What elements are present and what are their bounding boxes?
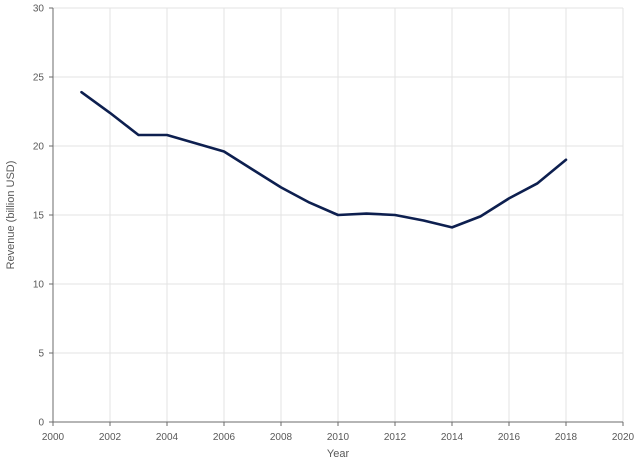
y-tick-label: 5 — [38, 349, 44, 360]
x-tick-label: 2000 — [42, 432, 65, 443]
y-tick-label: 0 — [38, 418, 44, 429]
y-tick-label: 25 — [33, 73, 45, 84]
y-tick-label: 20 — [33, 142, 45, 153]
revenue-series-line — [80, 90, 568, 229]
series — [80, 90, 568, 229]
x-tick-label: 2016 — [498, 432, 521, 443]
x-tick-label: 2020 — [612, 432, 635, 443]
x-axis-title: Year — [327, 448, 350, 460]
y-tick-label: 30 — [33, 4, 45, 15]
x-tick-label: 2014 — [441, 432, 464, 443]
x-tick-label: 2002 — [99, 432, 122, 443]
x-tick-label: 2018 — [555, 432, 578, 443]
axes — [49, 7, 624, 426]
y-axis-title: Revenue (billion USD) — [5, 161, 17, 270]
x-tick-label: 2004 — [156, 432, 179, 443]
tick-labels: 2000 2002 2004 2006 2008 2010 2012 2014 2016 2018… — [33, 4, 635, 444]
x-tick-label: 2012 — [384, 432, 407, 443]
x-tick-label: 2006 — [213, 432, 236, 443]
y-tick-label: 15 — [33, 211, 45, 222]
y-tick-label: 10 — [33, 280, 45, 291]
x-tick-label: 2010 — [327, 432, 350, 443]
x-tick-label: 2008 — [270, 432, 293, 443]
